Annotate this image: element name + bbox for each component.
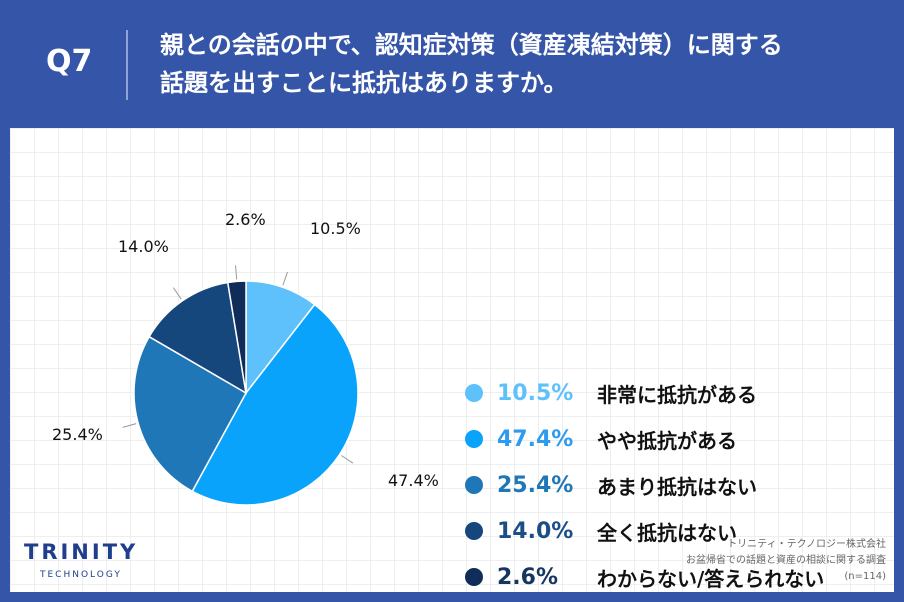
pie-slice — [133, 335, 248, 493]
legend-dot — [465, 568, 483, 586]
slice-label: 25.4% — [52, 425, 103, 444]
source-survey: お盆帰省での話題と資産の相談に関する調査 — [686, 555, 886, 566]
legend-label: やや抵抗がある — [597, 428, 737, 453]
leader-line — [341, 455, 354, 464]
legend-label: 全く抵抗はない — [597, 520, 737, 545]
legend-label: あまり抵抗はない — [597, 474, 757, 499]
question-text: 親との会話の中で、認知症対策（資産凍結対策）に関する 話題を出すことに抵抗はあり… — [160, 26, 880, 102]
legend-label: わからない/答えられない — [597, 566, 825, 591]
pie-slice — [191, 303, 359, 506]
legend-percent: 14.0% — [497, 518, 574, 544]
chart-panel: 10.5% 47.4% 25.4% 14.0% 2.6% 10.5% 非常に抵抗がある … — [10, 128, 894, 592]
pie-chart: 10.5% 47.4% 25.4% 14.0% 2.6% — [52, 210, 439, 506]
legend-item: 25.4% あまり抵抗はない — [465, 468, 757, 502]
logo-subtitle: TECHNOLOGY — [40, 570, 122, 580]
legend-percent: 10.5% — [497, 380, 574, 406]
leader-line — [172, 287, 182, 300]
source-company: トリニティ・テクノロジー株式会社 — [727, 539, 886, 550]
legend-item: 10.5% 非常に抵抗がある — [465, 376, 757, 410]
header-divider — [126, 30, 128, 100]
pie-slice — [226, 280, 247, 394]
question-line-2: 話題を出すことに抵抗はありますか。 — [160, 69, 568, 97]
question-header: Q7 親との会話の中で、認知症対策（資産凍結対策）に関する 話題を出すことに抵抗… — [0, 0, 904, 128]
legend-item: 47.4% やや抵抗がある — [465, 422, 737, 456]
leader-line — [282, 271, 288, 286]
legend-item: 2.6% わからない/答えられない — [465, 560, 824, 594]
leader-line — [235, 265, 238, 280]
legend-percent: 25.4% — [497, 472, 574, 498]
pie-slice — [245, 280, 316, 396]
slice-label: 2.6% — [225, 210, 266, 229]
legend-dot — [465, 384, 483, 402]
slice-label: 14.0% — [118, 237, 169, 256]
legend-label: 非常に抵抗がある — [597, 382, 757, 407]
legend-item: 14.0% 全く抵抗はない — [465, 514, 737, 548]
legend-dot — [465, 430, 483, 448]
legend-dot — [465, 476, 483, 494]
trinity-logo: TRINITY TECHNOLOGY — [24, 540, 138, 580]
source-note: トリニティ・テクノロジー株式会社 お盆帰省での話題と資産の相談に関する調査 (n… — [686, 537, 886, 585]
sample-size: (n=114) — [844, 571, 886, 582]
question-line-1: 親との会話の中で、認知症対策（資産凍結対策）に関する — [160, 31, 783, 59]
question-number: Q7 — [46, 44, 93, 79]
legend-dot — [465, 522, 483, 540]
leader-line — [122, 423, 137, 428]
slice-label: 10.5% — [310, 219, 361, 238]
legend-percent: 47.4% — [497, 426, 574, 452]
pie-slice — [148, 281, 247, 395]
slice-label: 47.4% — [388, 471, 439, 490]
legend-percent: 2.6% — [497, 564, 559, 590]
logo-wordmark: TRINITY — [24, 540, 139, 564]
